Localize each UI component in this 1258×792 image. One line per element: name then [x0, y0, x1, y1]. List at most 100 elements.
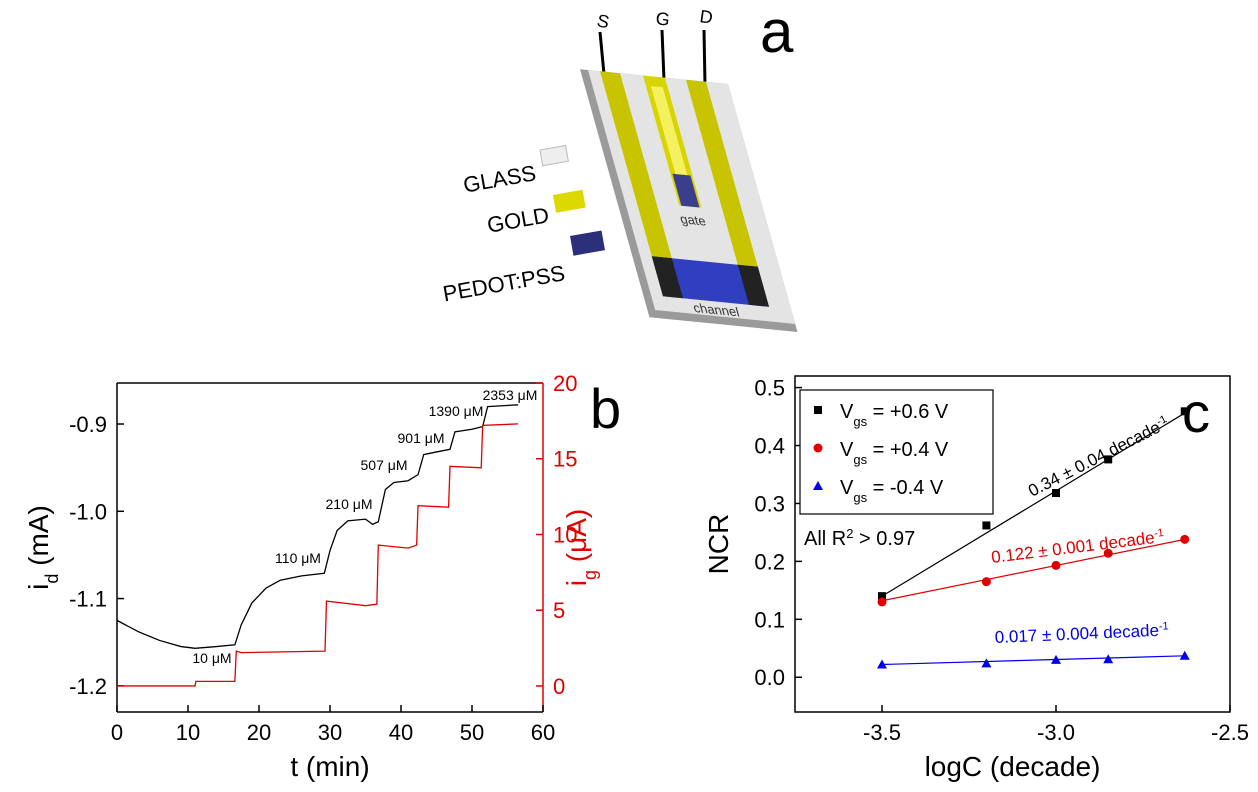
note: All R2 > 0.97 — [804, 526, 915, 551]
marker — [1180, 534, 1190, 544]
pedot-swatch — [569, 230, 605, 256]
marker — [982, 521, 991, 530]
gold-stripe — [600, 71, 678, 279]
annotation: 10 μM — [192, 650, 231, 666]
annotation: 901 μM — [398, 430, 445, 446]
y-tick-label: 0.1 — [754, 607, 785, 632]
material-label: GLASS — [461, 160, 538, 197]
x-tick-label: -3.5 — [863, 720, 901, 745]
note-part: > 0.97 — [853, 528, 915, 550]
legend-marker — [813, 481, 823, 490]
y-tick-label: -1.2 — [69, 674, 107, 699]
material-label: GOLD — [485, 202, 551, 237]
lead — [598, 31, 606, 75]
y2-tick-label: 0 — [553, 674, 565, 699]
x-tick-label: -2.5 — [1211, 720, 1249, 745]
note-part: 2 — [846, 526, 853, 541]
marker — [1051, 560, 1061, 570]
marker — [1180, 407, 1189, 416]
pad — [651, 256, 684, 299]
legend-marker — [813, 443, 823, 453]
y-axis-label-part: (mA) — [23, 505, 54, 573]
y-axis-label-part: d — [42, 574, 62, 584]
x-axis-label: t (min) — [290, 751, 369, 782]
x-tick-label: -3.0 — [1037, 720, 1075, 745]
device: gate channel — [580, 69, 798, 333]
y-axis-label-part: i — [23, 584, 54, 590]
data-line — [116, 404, 519, 649]
fit-annotation-part: -1 — [1153, 527, 1164, 540]
x-tick-label: 50 — [460, 720, 484, 745]
fit-line — [881, 538, 1185, 602]
marker — [1179, 650, 1190, 660]
y-tick-label: -1.0 — [69, 499, 107, 524]
legend-label-part: V — [840, 477, 854, 499]
device-diagram: S G D gate channel GLASS GOLD PEDOT:PSS — [441, 6, 798, 333]
legend-label-part: V — [840, 439, 854, 461]
marker — [1051, 654, 1061, 664]
annotation: 1390 μM — [429, 403, 484, 419]
lead — [702, 29, 707, 86]
terminal-label: G — [654, 8, 671, 30]
y2-axis-label: ig (μA) — [561, 509, 600, 587]
marker — [1103, 548, 1113, 558]
legend-label-part: gs — [853, 490, 867, 505]
legend-label-part: = +0.4 V — [867, 439, 949, 461]
terminal-label: D — [698, 6, 714, 28]
lead — [660, 29, 666, 81]
x-tick-label: 0 — [111, 720, 123, 745]
y-tick-label: 0.2 — [754, 549, 785, 574]
y-tick-label: 0.3 — [754, 491, 785, 516]
marker — [981, 577, 991, 587]
y-axis-label: id (mA) — [23, 505, 62, 590]
y2-tick-label: 20 — [553, 371, 577, 396]
x-tick-label: 20 — [247, 720, 271, 745]
fit-annotation: 0.34 ± 0.04 decade-1 — [1025, 413, 1172, 500]
fit-annotation: 0.017 ± 0.004 decade-1 — [994, 620, 1169, 647]
gold-highlight — [650, 86, 689, 178]
y-tick-label: 0.4 — [754, 434, 785, 459]
marker — [1104, 455, 1113, 464]
x-tick-label: 30 — [318, 720, 342, 745]
y-tick-label: 0.0 — [754, 665, 785, 690]
y2-tick-label: 15 — [553, 447, 577, 472]
y-tick-label: 0.5 — [754, 376, 785, 401]
legend-box — [799, 389, 994, 515]
x-tick-label: 10 — [176, 720, 200, 745]
note-part: All R — [804, 528, 846, 550]
gold-swatch — [553, 189, 586, 213]
gold-stripe — [686, 79, 764, 287]
marker — [1103, 654, 1114, 664]
y2-axis-label-part: (μA) — [561, 509, 592, 570]
pad — [737, 264, 770, 307]
fit-annotation-part: 0.122 ± 0.001 decade — [990, 528, 1155, 567]
legend-label-part: gs — [853, 414, 867, 429]
annotation: 507 μM — [361, 457, 408, 473]
legend-label: Vgs = -0.4 V — [840, 477, 944, 505]
fit-annotation-part: -1 — [1159, 620, 1169, 632]
y-tick-label: -0.9 — [69, 412, 107, 437]
marker — [877, 659, 887, 669]
material-label: PEDOT:PSS — [441, 260, 567, 306]
y2-axis-label-part: g — [580, 570, 600, 580]
annotation: 110 μM — [275, 550, 321, 566]
marker — [981, 658, 992, 668]
legend-label-part: = +0.6 V — [867, 401, 949, 423]
terminal-label: S — [595, 10, 611, 32]
legend-marker — [814, 406, 822, 414]
annotation: 210 μM — [326, 496, 373, 512]
marker — [1052, 489, 1060, 498]
y-axis-label: NCR — [703, 514, 734, 575]
marker — [878, 592, 886, 601]
fit-annotation-part: 0.017 ± 0.004 decade — [994, 621, 1159, 647]
y2-tick-label: 5 — [553, 598, 565, 623]
legend-label-part: = -0.4 V — [867, 477, 944, 499]
fit-line — [881, 655, 1185, 666]
legend-label: Vgs = +0.4 V — [840, 439, 949, 467]
marker — [877, 597, 887, 607]
panel-label: a — [760, 0, 794, 65]
gate-label: gate — [678, 211, 707, 228]
annotation: 2353 μM — [483, 387, 538, 403]
